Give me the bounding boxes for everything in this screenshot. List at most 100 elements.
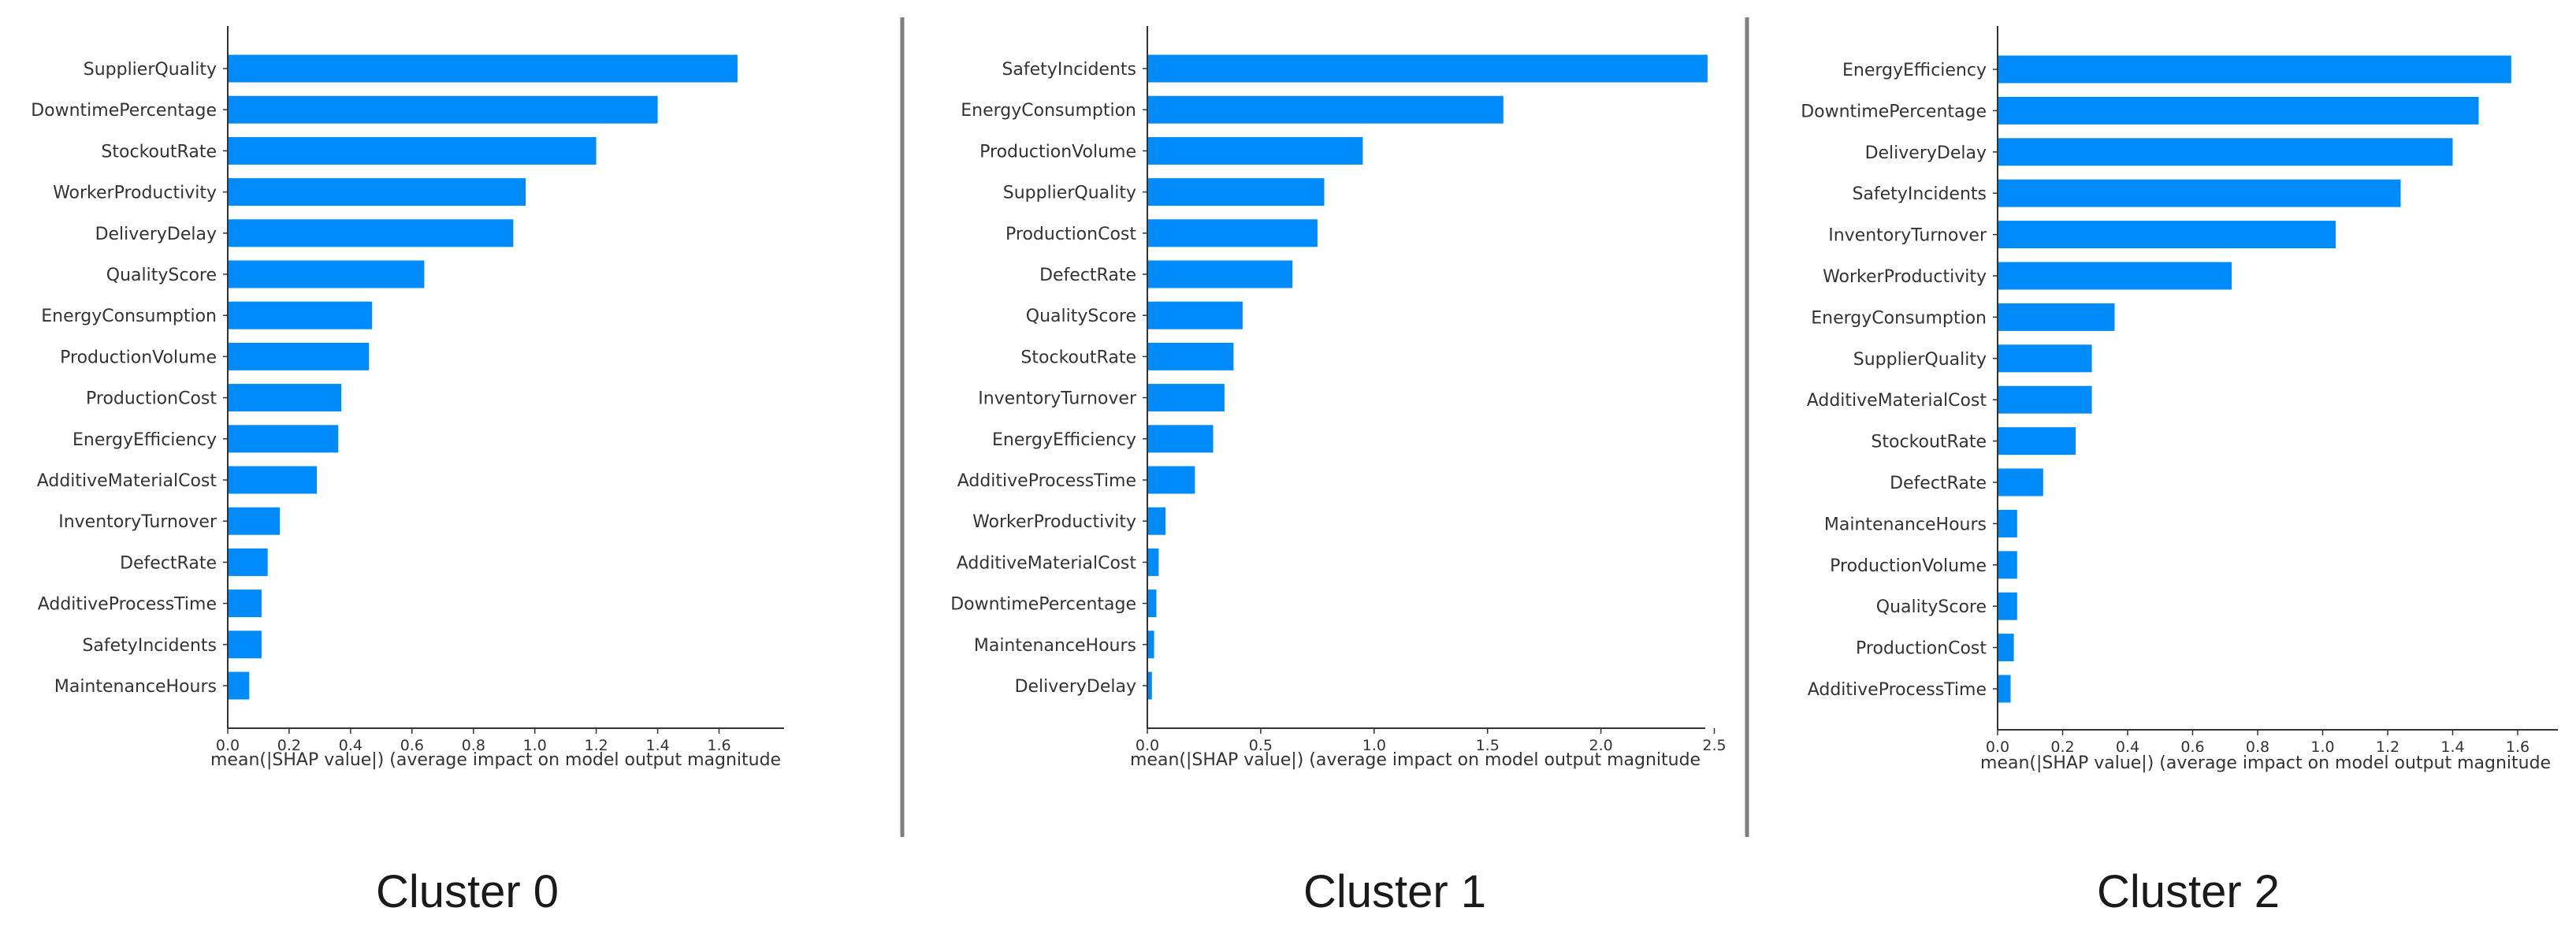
category-label: MaintenanceHours [974,636,1136,656]
x-tick-label: 1.0 [1362,737,1386,754]
category-label: AdditiveMaterialCost [957,553,1137,573]
category-label: SafetyIncidents [82,636,217,656]
bar-DowntimePercentage [1998,96,2479,125]
cluster-0-caption: Cluster 0 [375,866,559,917]
bar-EnergyConsumption [1147,95,1504,124]
bar-AdditiveProcessTime [228,590,262,618]
category-label: EnergyConsumption [1811,308,1987,328]
category-label: MaintenanceHours [1824,515,1987,534]
x-tick-label: 0.0 [1986,738,2009,756]
shap-panel-cluster-0: SupplierQuality DowntimePercentage Stockou… [31,26,784,770]
x-tick-label: 1.6 [2506,738,2530,756]
bar-QualityScore [1998,592,2017,620]
bar-MaintenanceHours [228,671,250,700]
category-label: AdditiveMaterialCost [37,471,217,491]
category-label: EnergyEfficiency [72,430,217,450]
bar-EnergyEfficiency [1998,55,2511,84]
x-axis-label: mean(|SHAP value|) (average impact on mo… [1130,750,1701,770]
category-label: EnergyEfficiency [1842,61,1987,80]
bar-EnergyConsumption [1998,303,2115,331]
category-label: StockoutRate [101,142,217,162]
x-tick-label: 1.6 [707,737,730,754]
category-label: SupplierQuality [1003,184,1136,203]
category-label: ProductionVolume [1830,556,1987,576]
bar-StockoutRate [228,136,597,165]
shap-panel-cluster-2: EnergyEfficiency DowntimePercentage Delive… [1801,26,2558,773]
x-tick-label: 0.8 [2246,738,2269,756]
x-tick-label: 0.5 [1249,737,1273,754]
bar-InventoryTurnover [228,507,281,535]
x-tick-label: 0.6 [400,737,424,754]
category-label: DefectRate [1039,266,1136,285]
category-label: ProductionCost [1856,639,1987,659]
category-label: DeliveryDelay [95,225,217,244]
category-label: EnergyConsumption [961,101,1136,121]
bar-SupplierQuality [1998,344,2092,373]
bar-InventoryTurnover [1147,384,1225,412]
bar-DefectRate [1998,468,2043,497]
x-tick-label: 1.2 [584,737,608,754]
category-label: AdditiveMaterialCost [1807,391,1987,411]
x-tick-label: 1.4 [645,737,669,754]
category-label: DefectRate [120,553,217,573]
x-tick-label: 0.0 [216,737,240,754]
category-label: AdditiveProcessTime [38,595,217,615]
bar-AdditiveProcessTime [1147,466,1195,494]
category-label: InventoryTurnover [1828,226,1987,246]
category-label: DowntimePercentage [31,101,217,121]
x-axis-label: mean(|SHAP value|) (average impact on mo… [210,750,781,770]
x-tick-label: 0.6 [2180,738,2204,756]
category-label: QualityScore [1876,597,1987,617]
category-label: EnergyConsumption [41,307,217,326]
bar-DefectRate [1147,260,1293,288]
category-label: ProductionVolume [979,142,1136,162]
category-label: WorkerProductivity [1823,267,1987,287]
bar-MaintenanceHours [1998,509,2017,537]
x-tick-label: 1.5 [1476,737,1500,754]
category-label: MaintenanceHours [54,677,217,697]
bar-ProductionVolume [228,342,370,370]
bar-StockoutRate [1147,342,1234,370]
category-label: AdditiveProcessTime [957,471,1136,491]
bar-WorkerProductivity [1147,507,1165,535]
bar-SafetyIncidents [1998,179,2401,207]
bar-DowntimePercentage [228,95,658,124]
category-label: QualityScore [1026,307,1136,326]
x-tick-label: 0.2 [2050,738,2074,756]
category-label: SupplierQuality [84,60,217,80]
bar-InventoryTurnover [1998,221,2336,249]
category-label: DowntimePercentage [1801,102,1987,121]
x-tick-label: 0.0 [1136,737,1159,754]
category-label: ProductionCost [1005,225,1136,244]
bar-ProductionCost [1998,634,2014,662]
bar-QualityScore [1147,301,1243,329]
x-tick-label: 2.0 [1589,737,1612,754]
cluster-2-caption: Cluster 2 [2096,866,2280,917]
category-label: StockoutRate [1871,433,1987,452]
category-label: DefectRate [1890,474,1987,493]
x-tick-label: 0.2 [277,737,301,754]
bar-DeliveryDelay [1998,138,2453,166]
bar-MaintenanceHours [1147,630,1154,659]
category-label: ProductionVolume [60,348,217,367]
bar-StockoutRate [1998,427,2076,456]
bar-ProductionVolume [1998,551,2017,579]
category-label: SupplierQuality [1853,350,1987,370]
bar-EnergyConsumption [228,301,373,329]
category-label: DeliveryDelay [1865,143,1987,163]
bar-ProductionVolume [1147,136,1363,165]
bar-DeliveryDelay [1147,671,1152,700]
category-label: DowntimePercentage [950,595,1136,615]
bar-DowntimePercentage [1147,590,1157,618]
category-label: WorkerProductivity [972,512,1136,532]
bar-SupplierQuality [228,54,738,83]
category-label: AdditiveProcessTime [1808,680,1987,700]
bar-EnergyEfficiency [1147,425,1214,453]
x-tick-label: 1.0 [523,737,547,754]
bar-SafetyIncidents [228,630,262,659]
x-tick-label: 0.8 [462,737,485,754]
x-tick-label: 0.4 [339,737,362,754]
bar-EnergyEfficiency [228,425,339,453]
category-label: SafetyIncidents [1002,60,1136,80]
